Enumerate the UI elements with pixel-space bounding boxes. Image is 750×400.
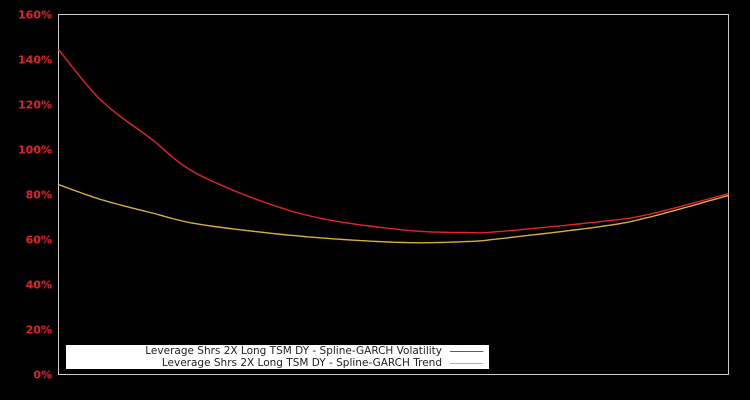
series-line bbox=[58, 183, 729, 244]
legend-label: Leverage Shrs 2X Long TSM DY - Spline-GA… bbox=[145, 345, 442, 357]
y-tick-label: 80% bbox=[26, 189, 52, 202]
y-tick-label: 60% bbox=[26, 234, 52, 247]
y-tick-label: 120% bbox=[18, 99, 52, 112]
series-lines bbox=[57, 49, 729, 244]
legend-label: Leverage Shrs 2X Long TSM DY - Spline-GA… bbox=[161, 357, 442, 369]
y-tick-label: 0% bbox=[33, 369, 52, 382]
y-axis-ticks: 0% 20% 40% 60% 80% 100% 120% 140% 160% bbox=[18, 9, 52, 382]
legend-item-volatility: Leverage Shrs 2X Long TSM DY - Spline-GA… bbox=[145, 345, 483, 357]
series-line bbox=[57, 49, 729, 234]
legend: Leverage Shrs 2X Long TSM DY - Spline-GA… bbox=[66, 345, 489, 369]
legend-swatch-yellow bbox=[450, 362, 483, 364]
y-tick-label: 160% bbox=[18, 9, 52, 22]
y-tick-label: 40% bbox=[26, 279, 52, 292]
y-tick-label: 20% bbox=[26, 324, 52, 337]
legend-item-trend: Leverage Shrs 2X Long TSM DY - Spline-GA… bbox=[162, 357, 483, 369]
plot-area-border bbox=[58, 14, 729, 375]
legend-swatch-red bbox=[450, 350, 483, 352]
y-tick-label: 140% bbox=[18, 54, 52, 67]
y-tick-label: 100% bbox=[18, 144, 52, 157]
